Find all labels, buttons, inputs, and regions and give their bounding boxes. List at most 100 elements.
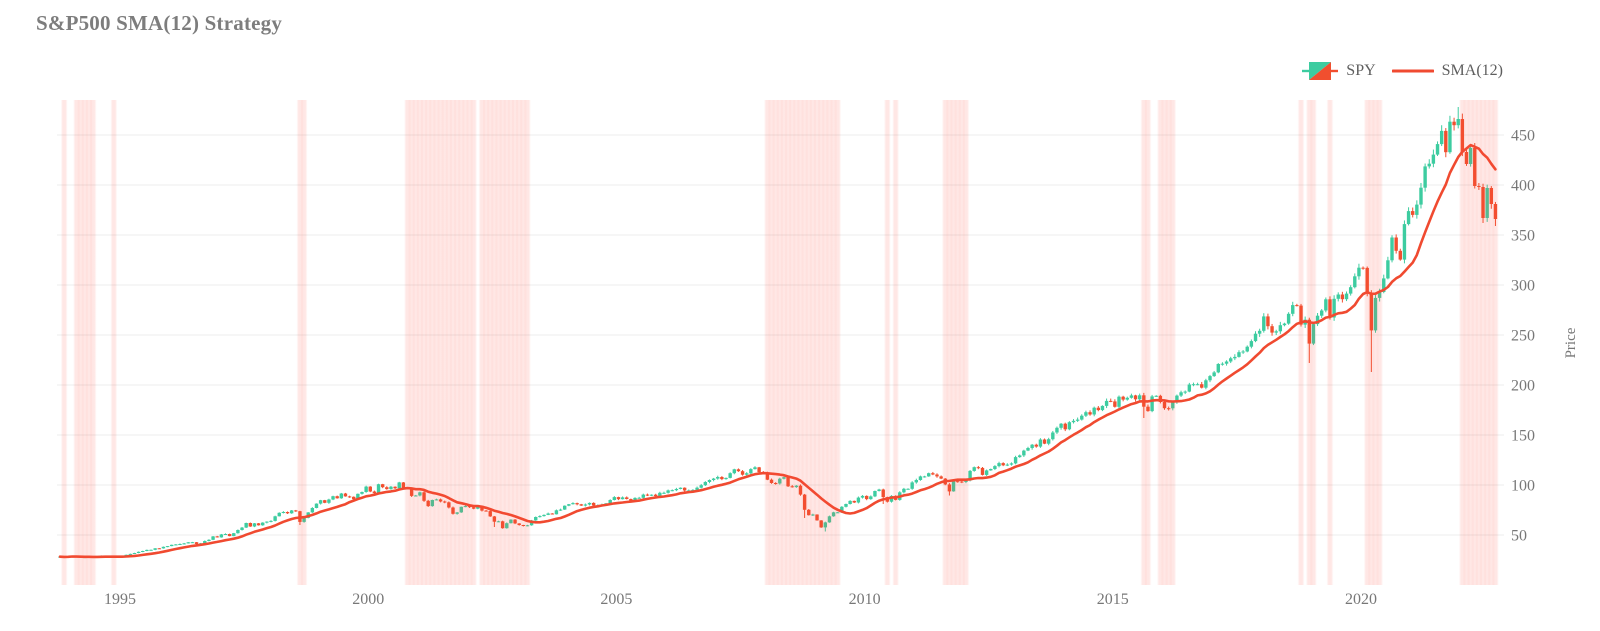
candle-body	[347, 496, 352, 498]
candle-body	[534, 517, 538, 521]
candle-body	[1348, 287, 1353, 294]
candle-body	[380, 484, 385, 488]
candle-body	[637, 497, 641, 499]
candle-body	[558, 509, 563, 511]
candle-body	[194, 542, 199, 545]
candle-body	[1071, 420, 1076, 423]
shade-band	[892, 100, 900, 585]
candle-body	[749, 469, 753, 474]
candle-body	[1183, 391, 1187, 393]
candle-body	[720, 477, 724, 480]
shade-band	[941, 100, 949, 585]
candle-body	[128, 553, 133, 555]
candle-body	[285, 512, 290, 514]
candle-body	[678, 487, 683, 489]
candle-body	[281, 512, 286, 513]
shade-band	[495, 100, 502, 585]
candle-body	[856, 497, 861, 503]
shade-band	[1492, 100, 1499, 585]
shade-band	[416, 100, 424, 585]
candle-body	[1080, 415, 1084, 420]
x-tick-label: 2015	[1097, 591, 1129, 608]
candle-body	[993, 466, 997, 469]
candle-body	[591, 502, 596, 506]
candle-body	[1059, 423, 1063, 428]
candle-body	[662, 492, 666, 494]
candle-body	[571, 503, 575, 505]
shade-band	[830, 100, 837, 585]
candle-body	[1390, 237, 1394, 261]
candle-body	[989, 469, 993, 471]
candle-body	[1324, 299, 1328, 311]
chart-title: S&P500 SMA(12) Strategy	[36, 11, 283, 35]
candle-body	[1109, 400, 1113, 402]
candle-body	[145, 549, 149, 551]
candle-body	[186, 542, 190, 544]
candle-body	[927, 473, 931, 477]
candle-body	[608, 500, 612, 504]
shade-band	[1297, 100, 1305, 585]
candle-body	[1241, 351, 1245, 353]
candle-body	[1257, 330, 1262, 334]
candle-body	[649, 494, 654, 496]
candle-body	[1175, 395, 1179, 402]
candle-body	[310, 508, 315, 513]
shade-band	[946, 100, 953, 585]
candle-body	[252, 523, 257, 527]
shade-band	[499, 100, 507, 585]
candle-body	[1266, 316, 1270, 327]
candle-body	[261, 522, 265, 526]
shade-band	[404, 100, 411, 585]
candle-body	[1030, 444, 1034, 448]
candle-body	[984, 470, 989, 475]
candle-body	[554, 510, 559, 515]
candle-body	[1315, 315, 1320, 325]
candle-body	[314, 503, 319, 508]
candle-body	[1137, 395, 1142, 400]
shade-band	[1372, 100, 1379, 585]
legend-item-spy[interactable]: SPY	[1302, 60, 1376, 82]
shade-band	[1487, 100, 1495, 585]
candle-body	[223, 534, 228, 535]
candle-body	[711, 478, 716, 480]
candle-body	[583, 504, 588, 506]
candle-body	[1382, 278, 1386, 292]
shade-band	[466, 100, 473, 585]
candle-body	[860, 495, 865, 498]
line-swatch-icon	[1391, 60, 1434, 82]
candle-body	[620, 497, 625, 500]
shade-band	[1326, 100, 1334, 585]
shade-band	[772, 100, 780, 585]
candle-body	[902, 488, 906, 493]
candle-body	[1270, 326, 1274, 333]
candle-body	[1402, 224, 1407, 260]
legend-item-sma[interactable]: SMA(12)	[1391, 60, 1503, 82]
shade-band	[1463, 100, 1470, 585]
y-tick-label: 300	[1511, 278, 1535, 295]
shade-band	[805, 100, 813, 585]
candle-body	[1088, 412, 1092, 415]
candle-body	[1001, 463, 1005, 466]
candle-body	[1055, 427, 1059, 433]
shade-band	[1165, 100, 1173, 585]
candle-body	[1216, 364, 1220, 373]
shade-band	[445, 100, 453, 585]
candle-body	[1212, 372, 1216, 377]
y-axis-title: Price	[1563, 327, 1579, 358]
candle-body	[1274, 331, 1278, 333]
shade-band	[1467, 100, 1475, 585]
candle-body	[1195, 384, 1200, 386]
candle-body	[174, 544, 178, 546]
candle-body	[745, 473, 749, 475]
candle-body	[1228, 358, 1233, 362]
shade-band	[441, 100, 449, 585]
shade-band	[1305, 100, 1313, 585]
candle-body	[219, 534, 224, 538]
candle-body	[1431, 154, 1436, 164]
candle-body	[931, 473, 935, 475]
shade-band	[821, 100, 829, 585]
candle-body	[323, 500, 327, 503]
candle-body	[1361, 267, 1365, 269]
shade-band	[776, 100, 784, 585]
candle-body	[980, 467, 985, 475]
